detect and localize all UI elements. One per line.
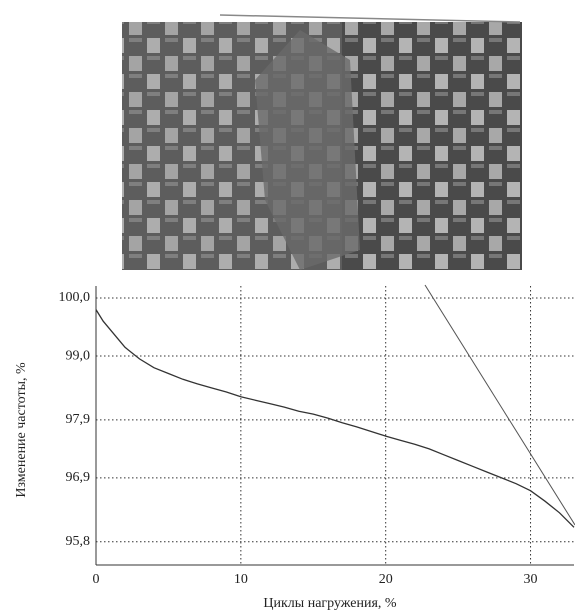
x-tick-label: 30 [524, 572, 538, 587]
y-tick-label: 97,9 [66, 412, 91, 427]
data-line [95, 309, 575, 528]
x-axis-title: Циклы нагружения, % [263, 596, 397, 611]
x-tick-label: 20 [379, 572, 393, 587]
y-tick-label: 99,0 [66, 348, 91, 363]
x-tick-label: 10 [234, 572, 248, 587]
x-tick-label: 0 [93, 572, 100, 587]
y-tick-label: 95,8 [66, 534, 91, 549]
y-tick-label: 100,0 [59, 290, 91, 305]
y-axis-title: Изменение частоты, % [14, 362, 29, 498]
photo [122, 14, 522, 270]
plot-area: 100,0 99,0 97,9 96,9 95,8 0 10 20 30 [59, 286, 575, 587]
guide-line [424, 284, 575, 526]
y-tick-label: 96,9 [66, 470, 91, 485]
